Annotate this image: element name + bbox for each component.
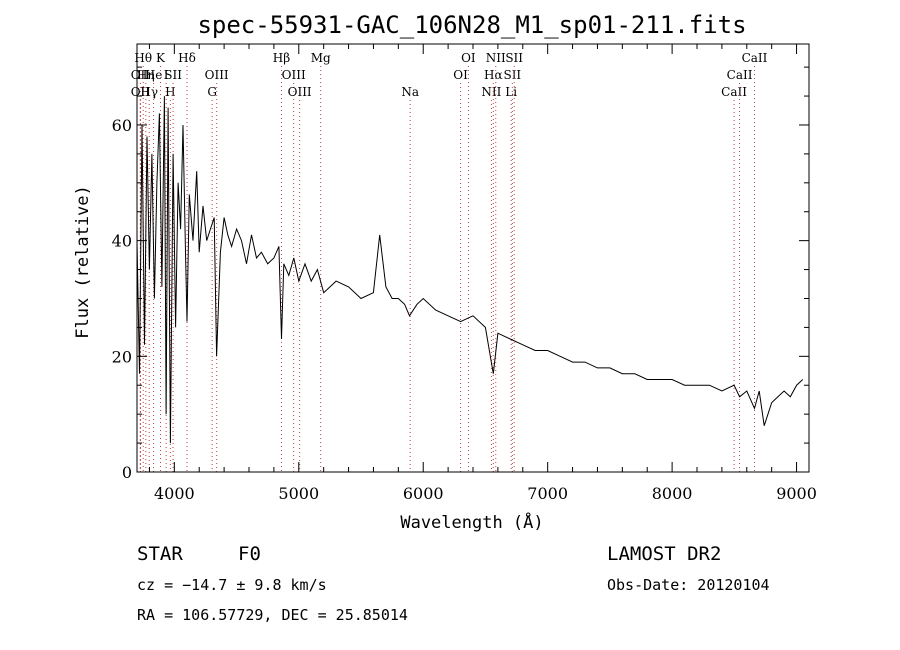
spectrum-line (136, 96, 804, 444)
line-marker-label: NII (481, 85, 501, 99)
line-marker-label: OIII (205, 68, 229, 82)
line-marker-label: SII (164, 68, 182, 82)
line-marker-label: SII (503, 68, 521, 82)
line-marker-label: K (156, 51, 166, 65)
redshift-cz: cz = −14.7 ± 9.8 km/s (137, 576, 327, 594)
line-marker-label: Hδ (178, 51, 196, 65)
y-tick-label: 40 (112, 232, 132, 251)
line-marker-label: NII (486, 51, 506, 65)
x-tick-label: 4000 (154, 484, 195, 503)
x-axis-ticks: 4000 5000 6000 7000 8000 9000 (148, 44, 817, 503)
y-axis-ticks: 0 20 40 60 (112, 66, 809, 482)
x-tick-label: 5000 (278, 484, 319, 503)
x-tick-label: 6000 (403, 484, 444, 503)
line-marker-label: He (145, 68, 163, 82)
line-marker-label: CaII (742, 51, 768, 65)
chart-title: spec-55931-GAC_106N28_M1_sp01-211.fits (197, 11, 746, 39)
line-marker-label: OIII (288, 85, 312, 99)
plot-frame (136, 43, 810, 473)
line-marker-label: Hθ (134, 51, 152, 65)
line-marker-label: CaII (721, 85, 747, 99)
line-marker-label: Li (505, 85, 517, 99)
line-marker-label: Hα (484, 68, 503, 82)
line-marker-label: Hη (137, 68, 155, 82)
x-tick-label: 7000 (527, 484, 568, 503)
line-marker-label: OII (131, 68, 151, 82)
object-class: STAR (137, 543, 183, 565)
line-marker-label: Hβ (273, 51, 290, 65)
ra-dec: RA = 106.57729, DEC = 25.85014 (137, 606, 408, 624)
line-marker-label: OI (461, 51, 476, 65)
line-marker-label: SII (505, 51, 523, 65)
line-marker-label: OIII (282, 68, 306, 82)
obs-date: Obs-Date: 20120104 (607, 576, 770, 594)
line-marker-label: OI (453, 68, 468, 82)
x-axis-label: Wavelength (Å) (400, 511, 543, 533)
emission-line-markers: OIIOIIHθHηHγHeKIHSIIHδGOIIIHβOIIIOIIIMgN… (131, 51, 768, 472)
x-tick-label: 9000 (776, 484, 817, 503)
y-axis-label: Flux (relative) (73, 185, 93, 339)
y-tick-label: 20 (112, 347, 132, 366)
x-tick-label: 8000 (652, 484, 693, 503)
line-marker-label: Na (401, 85, 419, 99)
survey-name: LAMOST DR2 (607, 543, 721, 565)
line-marker-label: I (164, 68, 169, 82)
line-marker-label: H (165, 85, 175, 99)
object-subclass: F0 (238, 543, 261, 565)
line-marker-label: G (207, 85, 217, 99)
y-tick-label: 0 (122, 463, 132, 482)
line-marker-label: Mg (311, 51, 331, 65)
line-marker-label: CaII (727, 68, 753, 82)
y-tick-label: 60 (112, 116, 132, 135)
line-marker-label: Hγ (140, 85, 158, 99)
